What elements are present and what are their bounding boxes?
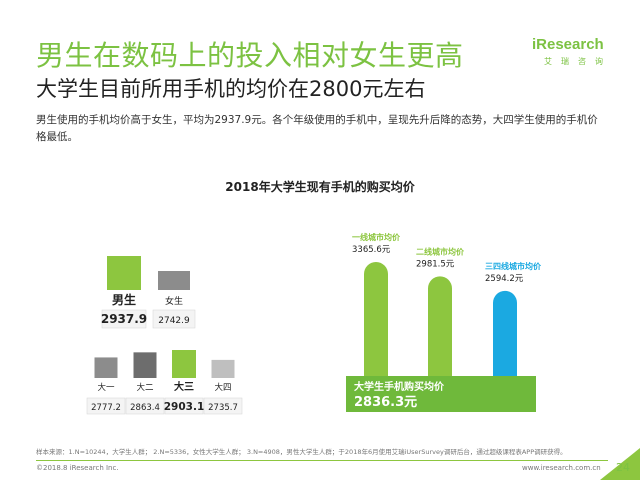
grade-block <box>211 359 235 378</box>
gender-value-label: 2742.9 <box>158 316 190 326</box>
grade-label: 大三 <box>174 380 194 393</box>
city-value-label: 2594.2元 <box>485 274 524 284</box>
website: www.iresearch.com.cn <box>522 464 601 472</box>
corner-triangle <box>600 448 640 480</box>
grade-value-label: 2777.2 <box>91 403 121 413</box>
gender-block-female <box>158 271 190 290</box>
page-number: 24 <box>616 461 630 474</box>
grade-value-box <box>86 397 126 415</box>
city-label: 二线城市均价 <box>416 246 465 256</box>
footer-divider <box>36 460 608 461</box>
gender-block-male <box>107 256 141 290</box>
city-value-label: 2981.5元 <box>416 259 455 269</box>
logo-sub: 艾瑞咨询 <box>544 57 612 66</box>
grade-label: 大四 <box>214 382 231 393</box>
chart-title: 2018年大学生现有手机的购买均价 <box>225 180 415 194</box>
grade-block <box>172 350 196 378</box>
page-title: 男生在数码上的投入相对女生更高 <box>36 39 464 72</box>
city-bar <box>364 262 388 388</box>
grade-value-box <box>203 397 243 415</box>
gender-value-label: 2937.9 <box>101 312 147 326</box>
grade-value-label: 2903.1 <box>164 401 205 413</box>
overall-box <box>346 376 536 412</box>
grade-block <box>133 352 157 378</box>
iresearch-logo: iResearch 艾瑞咨询 <box>528 36 608 70</box>
city-label: 三四线城市均价 <box>485 261 542 271</box>
overall-label: 大学生手机购买均价 <box>354 380 445 393</box>
logo-brand: iResearch <box>532 36 604 53</box>
city-value-label: 3365.6元 <box>352 245 391 255</box>
grade-label: 大二 <box>136 382 154 393</box>
grade-label: 大一 <box>97 382 115 393</box>
price-chart: 男生 2937.9 女生 2742.9 大一 2777.2 大二 2863.4 大三 2903.1… <box>86 232 542 415</box>
grade-value-label: 2735.7 <box>208 403 238 413</box>
gender-label: 男生 <box>112 292 136 307</box>
overall-value-label: 2836.3元 <box>354 395 417 410</box>
grade-block <box>94 357 118 378</box>
city-bar <box>428 276 452 388</box>
gender-label: 女生 <box>165 295 183 307</box>
city-label: 一线城市均价 <box>352 232 401 242</box>
grade-value-box <box>125 397 165 415</box>
grade-value-box <box>164 397 204 415</box>
summary-text: 男生使用的手机均价高于女生，平均为2937.9元。各个年级使用的手机中，呈现先升… <box>36 114 598 143</box>
city-bar <box>493 290 517 388</box>
gender-value-box <box>152 309 196 329</box>
grade-value-label: 2863.4 <box>130 403 160 413</box>
gender-value-box <box>101 309 147 329</box>
footnote: 样本来源：1.N=10244，大学生人群； 2.N=5336，女性大学生人群； … <box>36 448 567 456</box>
page-subtitle: 大学生目前所用手机的均价在2800元左右 <box>36 77 426 101</box>
copyright: ©2018.8 iResearch Inc. <box>36 464 119 472</box>
